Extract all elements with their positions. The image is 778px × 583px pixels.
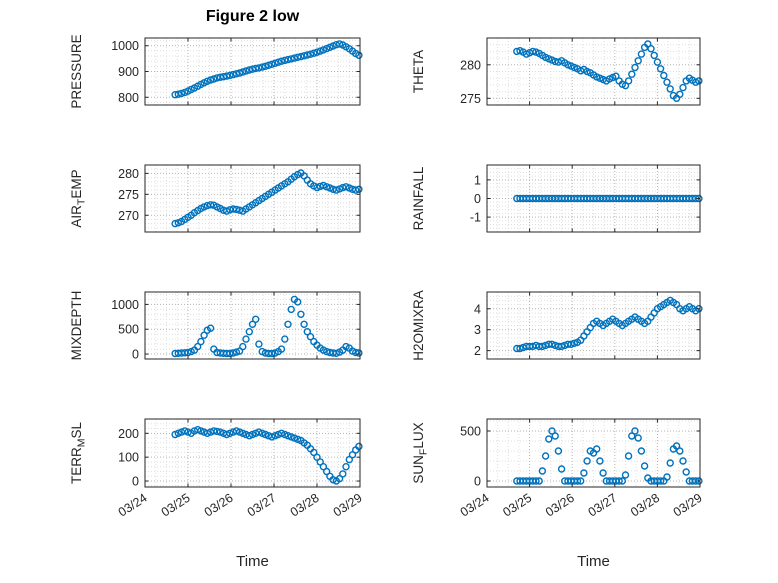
svg-text:500: 500: [118, 323, 139, 337]
axes-box-terr_msl: [144, 418, 361, 488]
y-tick-labels-mixdepth: 0 500 1000: [111, 298, 139, 362]
subplot-pressure: 800 900 1000 PRESSURE: [50, 28, 374, 119]
svg-text:900: 900: [118, 65, 139, 79]
series-terr_msl: [171, 426, 363, 485]
svg-text:800: 800: [118, 91, 139, 105]
x-tick-labels-terr_msl: 03/24 03/25 03/26 03/27 03/28 03/29: [116, 491, 365, 520]
y-axis-label-sun_flux: SUNFLUX: [411, 422, 430, 483]
svg-text:100: 100: [118, 451, 139, 465]
chart-canvas-theta: 275 280 THETA: [411, 37, 703, 106]
svg-text:280: 280: [460, 58, 481, 72]
svg-text:270: 270: [118, 209, 139, 223]
svg-text:03/24: 03/24: [116, 491, 150, 520]
series-air_temp: [171, 169, 363, 228]
axes-box-air_temp: [144, 164, 361, 233]
series-sun_flux: [513, 427, 703, 485]
svg-text:0: 0: [132, 348, 139, 362]
axes-box-h2omixra: [486, 291, 701, 360]
y-tick-labels-rainfall: -1 0 1: [470, 173, 481, 224]
chart-canvas-sun_flux: 0 500 03/24 03/25 03/26 03/27 03/28 03/29 SUNFLU…: [411, 418, 705, 520]
y-axis-label-theta: THETA: [411, 50, 426, 93]
axes-box-theta: [486, 37, 701, 106]
svg-text:2: 2: [474, 344, 481, 358]
series-h2omixra: [513, 296, 703, 353]
svg-text:-1: -1: [470, 211, 481, 225]
y-axis-label-terr_msl: TERRMSL: [69, 422, 88, 485]
y-axis-label-h2omixra: H2OMIXRA: [411, 290, 426, 361]
tick-marks-h2omixra: [486, 292, 701, 359]
svg-text:03/29: 03/29: [331, 491, 365, 520]
svg-text:03/27: 03/27: [245, 491, 279, 520]
y-tick-labels-h2omixra: 2 3 4: [474, 302, 481, 358]
chart-canvas-pressure: 800 900 1000 PRESSURE: [69, 34, 363, 109]
x-axis-label-right: Time: [577, 553, 610, 570]
svg-text:1000: 1000: [111, 298, 139, 312]
axes-box-mixdepth: [144, 291, 361, 360]
x-tick-labels-sun_flux: 03/24 03/25 03/26 03/27 03/28 03/29: [458, 491, 705, 520]
series-theta: [513, 40, 703, 103]
tick-marks-pressure: [144, 38, 361, 105]
grid-sun_flux: [486, 419, 701, 487]
axes-box-sun_flux: [486, 418, 701, 488]
y-tick-labels-terr_msl: 0 100 200: [118, 427, 139, 489]
grid-terr_msl: [144, 418, 361, 487]
y-tick-labels-air_temp: 270 275 280: [118, 167, 139, 223]
series-mixdepth: [171, 295, 363, 358]
svg-text:1: 1: [474, 173, 481, 187]
svg-text:4: 4: [474, 302, 481, 316]
tick-marks-terr_msl: [144, 419, 361, 487]
chart-canvas-rainfall: -1 0 1 RAINFALL: [411, 164, 703, 233]
chart-canvas-terr_msl: 0 100 200 03/24 03/25 03/26 03/27 03/28 03/29 TER…: [69, 418, 365, 520]
svg-text:0: 0: [132, 475, 139, 489]
svg-text:03/28: 03/28: [288, 491, 322, 520]
series-pressure: [171, 40, 363, 99]
subplot-sun-flux: 0 500 03/24 03/25 03/26 03/27 03/28 03/29 SUNFLU…: [392, 409, 714, 572]
svg-text:03/25: 03/25: [500, 491, 534, 520]
svg-text:03/26: 03/26: [543, 491, 577, 520]
figure-title: Figure 2 low: [205, 8, 300, 25]
svg-text:03/25: 03/25: [159, 491, 193, 520]
svg-text:03/24: 03/24: [458, 491, 492, 520]
y-tick-labels-pressure: 800 900 1000: [111, 39, 139, 105]
y-tick-labels-sun_flux: 0 500: [460, 425, 481, 489]
subplot-theta: 275 280 THETA: [392, 28, 714, 119]
subplot-h2omixra: 2 3 4 H2OMIXRA: [392, 282, 714, 373]
tick-marks-sun_flux: [486, 419, 701, 487]
svg-text:0: 0: [474, 475, 481, 489]
tick-marks-theta: [486, 38, 701, 105]
svg-text:500: 500: [460, 425, 481, 439]
subplot-mixdepth: 0 500 1000 MIXDEPTH: [50, 282, 374, 373]
y-axis-label-rainfall: RAINFALL: [411, 166, 426, 230]
svg-text:1000: 1000: [111, 39, 139, 53]
y-tick-labels-theta: 275 280: [460, 58, 481, 106]
subplot-terr-msl: 0 100 200 03/24 03/25 03/26 03/27 03/28 03/29 TER…: [50, 409, 374, 572]
subplot-air-temp: 270 275 280 AIRTEMP: [50, 155, 374, 246]
tick-marks-mixdepth: [144, 292, 361, 359]
svg-text:03/28: 03/28: [628, 491, 662, 520]
tick-marks-rainfall: [486, 165, 701, 232]
y-axis-label-mixdepth: MIXDEPTH: [69, 291, 84, 361]
svg-text:200: 200: [118, 427, 139, 441]
x-axis-label-left: Time: [236, 553, 269, 570]
chart-canvas-mixdepth: 0 500 1000 MIXDEPTH: [69, 291, 363, 362]
svg-text:03/29: 03/29: [671, 491, 705, 520]
y-axis-label-pressure: PRESSURE: [69, 34, 84, 108]
y-axis-label-air_temp: AIRTEMP: [69, 169, 88, 227]
svg-text:03/27: 03/27: [586, 491, 620, 520]
svg-text:3: 3: [474, 323, 481, 337]
chart-canvas-air_temp: 270 275 280 AIRTEMP: [69, 164, 363, 233]
series-rainfall: [513, 194, 703, 203]
svg-text:03/26: 03/26: [202, 491, 236, 520]
svg-text:275: 275: [118, 188, 139, 202]
svg-text:275: 275: [460, 92, 481, 106]
tick-marks-air_temp: [144, 165, 361, 232]
chart-canvas-h2omixra: 2 3 4 H2OMIXRA: [411, 290, 703, 361]
svg-text:280: 280: [118, 167, 139, 181]
subplot-rainfall: -1 0 1 RAINFALL: [392, 155, 714, 246]
svg-text:0: 0: [474, 192, 481, 206]
